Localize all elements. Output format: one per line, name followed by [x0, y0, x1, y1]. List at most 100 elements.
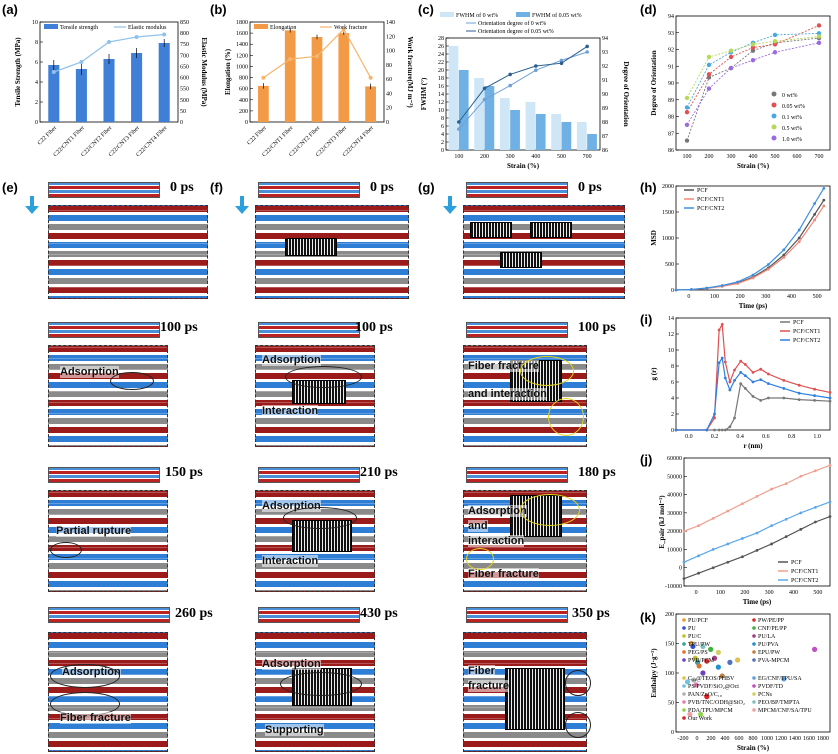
i-ytick-label: 2	[671, 412, 674, 418]
k-legend-swatch	[752, 618, 756, 622]
a-ytick-label: 2	[35, 100, 38, 106]
i-line	[676, 356, 831, 431]
sim-g-ellipse-2	[548, 398, 584, 436]
panel-label-j: (j)	[640, 452, 653, 467]
h-xtick-label: 400	[787, 294, 796, 300]
a-bar-strength	[48, 65, 60, 122]
c-xtick-label: 400	[531, 154, 540, 160]
sim-g-label-fracture3: fracture	[468, 680, 509, 692]
j-point	[799, 527, 803, 531]
i-point	[782, 387, 786, 390]
c-xtick-label: 300	[506, 154, 515, 160]
sim-g-ellipse-3	[520, 494, 580, 526]
k-legend-label: PVDF/TD	[758, 684, 784, 690]
sim-e-strip-3	[48, 607, 170, 623]
d-legend-swatch	[771, 91, 777, 97]
c-bar-fwhm0	[576, 122, 587, 150]
i-point	[743, 363, 747, 366]
k-legend-label: C₂₂@TEOS/PHBV	[688, 676, 735, 682]
sim-g-strip-3	[466, 607, 568, 623]
k-ytick-label: 100	[665, 671, 674, 677]
d-legend-label: 0.5 wt%	[782, 126, 802, 132]
sim-f-label-interaction2: Interaction	[262, 555, 319, 567]
h-xtick-label: 500	[813, 294, 822, 300]
h-ytick-label: 500	[665, 262, 674, 268]
b-ytick-label: 1200	[236, 53, 248, 59]
c-ytick-label: 12	[438, 100, 444, 106]
a-ytick2-label: 700	[180, 53, 189, 59]
c-ytick-label: 14	[438, 92, 444, 98]
c-ytick-label: 26	[438, 44, 444, 50]
chart-b: 0 200 400 600 800 1000 1200 1400 1600 1800 0 20 40 60…	[224, 20, 414, 158]
i-point	[813, 387, 816, 391]
d-point	[772, 42, 778, 47]
sim-g-ellipse-1	[520, 356, 574, 386]
c-point-orient	[482, 86, 487, 91]
k-point	[708, 646, 714, 652]
c-bar-fwhm005	[587, 134, 597, 150]
b-bar-elongation	[284, 30, 296, 122]
c-ytick-label: 20	[438, 68, 444, 74]
k-point	[711, 655, 718, 661]
k-point	[700, 643, 706, 650]
b-ytick-label: 800	[239, 76, 248, 82]
a-ytick2-label: 750	[180, 42, 189, 48]
j-legend-label: PCF/CNT1	[791, 569, 818, 575]
h-legend-label: PCF	[697, 188, 708, 194]
i-point	[767, 396, 770, 400]
j-xtick-label: 400	[789, 590, 798, 596]
k-legend-swatch	[682, 642, 686, 646]
c-bar-fwhm0	[551, 114, 561, 150]
c-point-orient	[457, 127, 461, 131]
j-point	[828, 500, 832, 504]
k-xtick-label: 1400	[789, 736, 801, 742]
j-point	[799, 474, 803, 478]
k-legend-swatch	[752, 708, 756, 712]
c-line-orient	[458, 51, 588, 130]
k-legend-label: EPU/PW	[758, 650, 780, 656]
i-point	[720, 356, 724, 360]
sim-g-label-interaction: interaction	[468, 535, 525, 547]
chart-k: 0 50 100 150 200 -200 0 200 400 600 800 1000 1200 140…	[650, 612, 831, 752]
k-xtick-label: 1000	[761, 736, 773, 742]
a-point-modulus	[134, 35, 139, 39]
c-bar-fwhm005	[561, 122, 572, 150]
b-ytick-label: 1800	[236, 20, 248, 26]
a-ytick-label: 4	[35, 80, 38, 86]
c-ytick-label: 22	[438, 60, 444, 66]
j-point	[726, 560, 730, 564]
sim-f-ellipse-2	[283, 507, 357, 529]
i-point	[674, 428, 678, 432]
k-ytick-label: 150	[665, 642, 674, 648]
j-point	[711, 566, 715, 570]
k-point	[690, 643, 696, 650]
d-point	[750, 48, 756, 53]
c-ytick2-label: 92	[602, 64, 608, 70]
k-legend-swatch	[752, 684, 756, 688]
b-xtick-label: C22 Fiber	[246, 125, 267, 146]
i-point	[720, 323, 724, 326]
sim-e-label-partial: Partial rupture	[56, 525, 132, 537]
d-legend-swatch	[771, 135, 777, 141]
c-point-orient	[534, 68, 538, 72]
a-ylabel2: Elastic Modulus (MPa)	[200, 37, 208, 107]
sim-f-strip-1	[258, 322, 360, 338]
a-ytick-label: 8	[35, 40, 38, 46]
d-point	[750, 57, 756, 63]
j-point	[741, 537, 744, 540]
c-line-orient	[458, 45, 588, 123]
d-xlabel: Strain (%)	[737, 162, 770, 170]
panel-label-d: (d)	[640, 2, 657, 17]
b-bar-elongation	[365, 86, 376, 122]
c-bar-fwhm005	[510, 110, 520, 150]
panel-label-h: (h)	[640, 180, 657, 195]
a-ytick2-label: 650	[180, 64, 189, 70]
i-point	[723, 376, 727, 380]
c-xtick-label: 700	[583, 154, 592, 160]
sim-e-label-adsorption: Adsorption	[60, 366, 119, 378]
k-point	[715, 649, 721, 655]
sim-g-label-and: and	[468, 520, 488, 532]
sim-g-time-3: 350 ps	[572, 606, 610, 621]
b-point-work	[315, 54, 319, 59]
c-bar-fwhm0	[448, 46, 459, 150]
